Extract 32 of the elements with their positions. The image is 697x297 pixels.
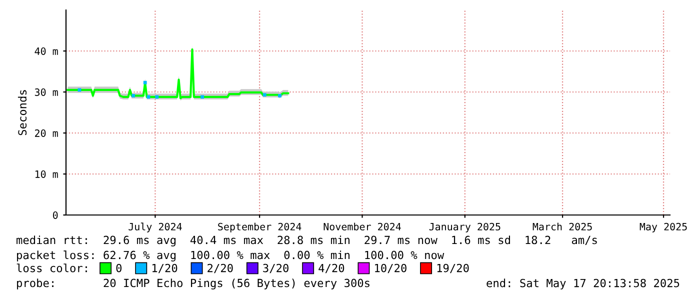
y-tick-label: 40 m xyxy=(34,47,58,55)
y-tick-label: 20 m xyxy=(35,129,58,137)
point xyxy=(146,95,150,99)
x-tick-label: March 2025 xyxy=(532,222,592,230)
x-tick-label: September 2024 xyxy=(218,222,302,232)
legend-label: 3/20 xyxy=(263,264,288,274)
point xyxy=(278,94,282,98)
legend-label: 2/20 xyxy=(208,264,233,274)
text: median rtt: 29.6 ms avg 40.4 ms max 28.8 ms min 29.7 ms now 1.6 ms sd 18.2 am/s xyxy=(16,236,597,246)
legend-label: 10/20 xyxy=(375,264,406,274)
x-tick-label: January 2025 xyxy=(429,222,500,232)
y-tick-label: 30 m xyxy=(34,88,58,96)
legend-label: 0 xyxy=(116,264,122,272)
point xyxy=(143,80,147,84)
text: packet loss: 62.76 % avg 100.00 % max 0.00 % min 100.00 % now xyxy=(17,250,444,262)
x-tick-label: May 2025 xyxy=(640,222,687,232)
x-tick-label: November 2024 xyxy=(324,222,401,230)
point xyxy=(262,93,266,97)
legend-title: loss color: xyxy=(16,264,87,272)
point xyxy=(78,88,82,92)
text: probe: 20 ICMP Echo Pings (56 Bytes) every 300s xyxy=(17,278,370,290)
legend-label: 1/20 xyxy=(152,264,178,274)
y-tick-label: 10 m xyxy=(35,170,58,178)
y-tick-label: 0 xyxy=(52,211,58,219)
legend-label: 4/20 xyxy=(318,264,344,274)
y-axis-title: Seconds xyxy=(18,90,27,136)
point xyxy=(132,94,136,98)
x-tick-label: July 2024 xyxy=(128,222,182,232)
point xyxy=(155,95,159,99)
point xyxy=(200,95,204,99)
legend-label: 19/20 xyxy=(437,264,469,274)
text: end: Sat May 17 20:13:58 2025 xyxy=(486,278,680,290)
